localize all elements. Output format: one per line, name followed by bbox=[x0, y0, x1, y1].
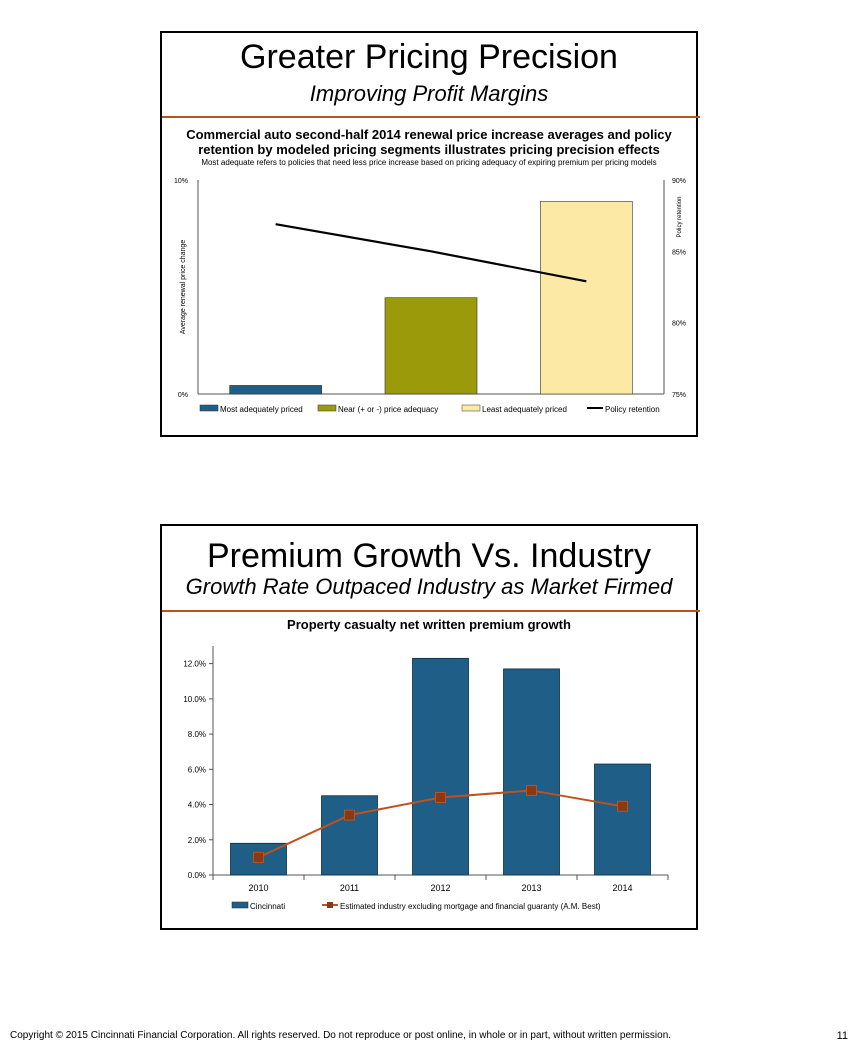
y-tick-label: 12.0% bbox=[183, 660, 206, 669]
bar-near-or-price-adequacy bbox=[384, 297, 478, 395]
industry-marker-2011 bbox=[344, 809, 355, 821]
chart-heading-line2: retention by modeled pricing segments il… bbox=[198, 142, 660, 157]
legend-near-adequacy: Near (+ or -) price adequacy bbox=[338, 405, 438, 414]
legend-policy-retention: Policy retention bbox=[605, 405, 660, 414]
slide-pricing-precision: Greater Pricing Precision Improving Prof… bbox=[160, 31, 700, 437]
y-tick-label: 10.0% bbox=[183, 695, 206, 704]
legend-least-adequate-swatch bbox=[461, 404, 481, 412]
title-divider bbox=[162, 610, 700, 612]
y-tick-label: 0.0% bbox=[188, 871, 206, 880]
retention-line bbox=[275, 223, 587, 283]
y2-tick-label: 85% bbox=[672, 249, 686, 256]
y2-axis-label: Policy retention bbox=[677, 196, 683, 237]
copyright-footer: Copyright © 2015 Cincinnati Financial Co… bbox=[10, 1030, 672, 1041]
y-axis-label: Average renewal price change bbox=[180, 240, 187, 335]
bar-cincinnati-2012 bbox=[412, 657, 469, 876]
industry-marker-2013 bbox=[526, 784, 537, 796]
y-tick-label: 10% bbox=[174, 178, 188, 185]
bar-most-adequately-priced bbox=[229, 385, 322, 395]
y-tick-label: 8.0% bbox=[188, 730, 206, 739]
bar-cincinnati-2011 bbox=[321, 795, 378, 876]
bar-least-adequately-priced bbox=[540, 201, 633, 395]
y2-tick-label: 80% bbox=[672, 321, 686, 328]
title-divider bbox=[162, 116, 700, 118]
legend-cincinnati-swatch bbox=[231, 901, 249, 909]
slide-premium-growth: Premium Growth Vs. Industry Growth Rate … bbox=[160, 524, 700, 930]
y2-tick-label: 75% bbox=[672, 392, 686, 399]
bar-cincinnati-2014 bbox=[594, 763, 651, 876]
page-number: 11 bbox=[836, 1030, 848, 1042]
industry-marker-2012 bbox=[435, 791, 446, 803]
legend-least-adequate: Least adequately priced bbox=[482, 405, 567, 414]
slide-subtitle: Improving Profit Margins bbox=[309, 81, 549, 106]
premium-growth-chart: 0.0% 2.0% 4.0% 6.0% 8.0% 10.0% 12.0% 2010 2011 20… bbox=[183, 646, 669, 911]
chart-heading-line1: Commercial auto second-half 2014 renewal… bbox=[186, 127, 672, 142]
industry-marker-2010 bbox=[253, 851, 264, 863]
x-tick-label: 2011 bbox=[340, 883, 359, 893]
legend-cincinnati: Cincinnati bbox=[250, 902, 285, 911]
slide-title: Greater Pricing Precision bbox=[240, 38, 618, 76]
slide-subtitle: Growth Rate Outpaced Industry as Market … bbox=[185, 574, 673, 599]
legend-near-adequacy-swatch bbox=[317, 404, 337, 412]
legend-most-adequate: Most adequately priced bbox=[220, 405, 303, 414]
legend-most-adequate-swatch bbox=[199, 404, 219, 412]
x-tick-label: 2012 bbox=[430, 883, 450, 893]
chart-heading: Property casualty net written premium gr… bbox=[287, 617, 571, 632]
slide-title: Premium Growth Vs. Industry bbox=[206, 537, 651, 575]
legend-industry-swatch-marker bbox=[327, 902, 333, 908]
x-tick-label: 2014 bbox=[612, 883, 632, 893]
industry-marker-2014 bbox=[617, 800, 628, 812]
bar-cincinnati-2013 bbox=[503, 668, 560, 876]
x-tick-label: 2013 bbox=[521, 883, 541, 893]
y-tick-label: 6.0% bbox=[188, 765, 206, 774]
y-tick-label: 4.0% bbox=[188, 801, 206, 810]
y-tick-label: 0% bbox=[178, 392, 188, 399]
pricing-chart: 0% 10% 75% 80% 85% 90% Average renewal price c… bbox=[174, 178, 686, 414]
y-tick-label: 2.0% bbox=[188, 836, 206, 845]
x-tick-label: 2010 bbox=[248, 883, 268, 893]
legend-industry: Estimated industry excluding mortgage an… bbox=[340, 902, 601, 911]
y2-tick-label: 90% bbox=[672, 178, 686, 185]
chart-footnote: Most adequate refers to policies that ne… bbox=[201, 158, 657, 167]
